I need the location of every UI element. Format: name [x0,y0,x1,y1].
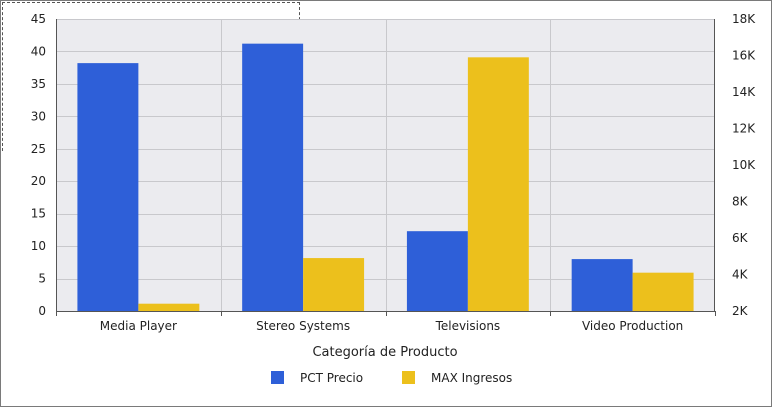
bar-pct-precio[interactable] [242,43,304,311]
y-tick-label-right: 16K [732,49,756,63]
bar-max-ingresos[interactable] [138,303,200,311]
y-tick-label-right: 10K [732,158,756,172]
legend-swatch [402,371,415,384]
bar-pct-precio[interactable] [77,63,139,311]
y-tick-label-left: 15 [31,207,46,221]
x-tick-label: Video Production [582,319,683,333]
y-tick-label-right: 4K [732,268,749,282]
y-tick-label-left: 35 [31,77,46,91]
y-tick-label-right: 2K [732,304,749,318]
y-tick-label-right: 8K [732,195,749,209]
y-tick-label-left: 45 [31,12,46,26]
bar-max-ingresos[interactable] [467,57,529,312]
y-tick-label-left: 20 [31,174,46,188]
legend-label[interactable]: MAX Ingresos [431,371,512,385]
bar-max-ingresos[interactable] [303,258,365,311]
y-tick-label-right: 6K [732,231,749,245]
bar-max-ingresos[interactable] [632,272,694,311]
bar-pct-precio[interactable] [571,259,633,311]
y-tick-label-left: 10 [31,239,46,253]
bar-pct-precio[interactable] [406,231,468,311]
x-axis-label: Categoría de Producto [312,345,457,360]
x-tick-label: Televisions [435,319,501,333]
x-tick-label: Stereo Systems [256,319,350,333]
y-tick-label-left: 40 [31,44,46,58]
legend-label[interactable]: PCT Precio [300,371,363,385]
legend-swatch [271,371,284,384]
y-tick-label-right: 12K [732,122,756,136]
y-tick-label-left: 25 [31,142,46,156]
y-tick-label-left: 0 [38,304,46,318]
y-tick-label-right: 18K [732,12,756,26]
y-tick-label-left: 30 [31,109,46,123]
y-tick-label-right: 14K [732,85,756,99]
x-tick-label: Media Player [100,319,177,333]
y-tick-label-left: 5 [38,272,46,286]
